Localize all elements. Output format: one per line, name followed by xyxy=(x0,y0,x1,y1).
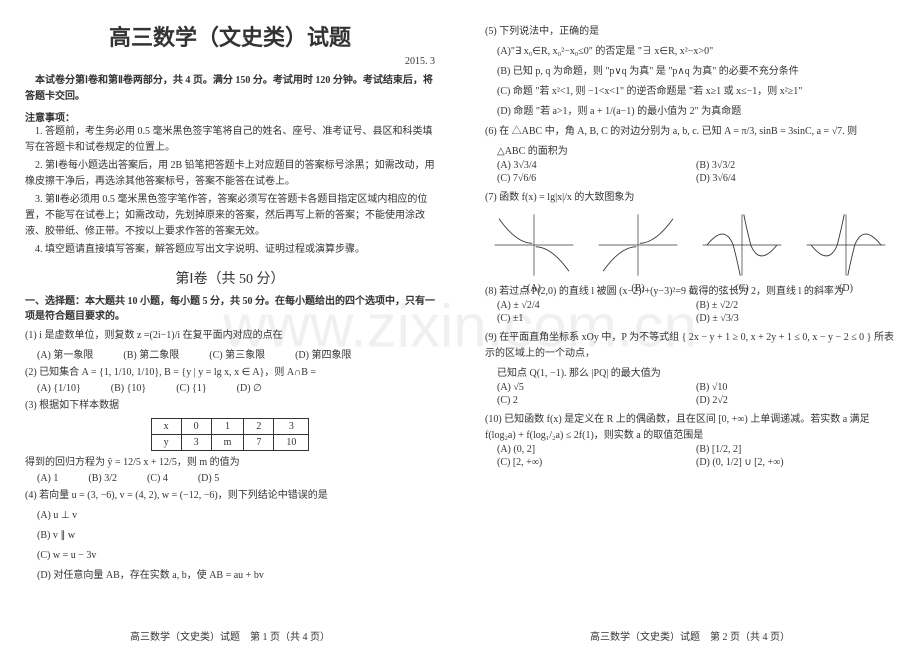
q3-tr-3: 3 xyxy=(181,435,211,451)
question-10: (10) 已知函数 f(x) 是定义在 R 上的偶函数，且在区间 [0, +∞)… xyxy=(485,412,895,444)
q1-opt-d: (D) 第四象限 xyxy=(295,346,351,361)
q3-tr-10: 10 xyxy=(274,435,309,451)
q9-opt-c: (C) 2 xyxy=(497,395,696,406)
exam-date: 2015. 3 xyxy=(25,56,435,67)
q4-opt-d: (D) 对任意向量 AB，存在实数 a, b，使 AB = au + bv xyxy=(37,568,435,584)
intro-text: 本试卷分第Ⅰ卷和第Ⅱ卷两部分，共 4 页。满分 150 分。考试用时 120 分… xyxy=(25,73,435,105)
q3-opt-b: (B) 3/2 xyxy=(88,473,117,484)
page-2: (5) 下列说法中，正确的是 (A)"∃ x₀∈R, x₀²−x₀≤0" 的否定… xyxy=(460,0,920,651)
q7-label-a: (A) xyxy=(489,283,579,294)
q5-opt-b: (B) 已知 p, q 为命题，则 "p∨q 为真" 是 "p∧q 为真" 的必… xyxy=(497,64,895,80)
q9-opt-d: (D) 2√2 xyxy=(696,395,895,406)
q3-table: x 0 1 2 3 y 3 m 7 10 xyxy=(151,418,310,451)
exam-title: 高三数学（文史类）试题 xyxy=(25,20,435,52)
q2-opt-a: (A) {1/10} xyxy=(37,383,81,394)
q5-opt-a: (A)"∃ x₀∈R, x₀²−x₀≤0" 的否定是 "∃ x∈R, x²−x>… xyxy=(497,44,895,60)
q7-label-c: (C) xyxy=(697,283,787,294)
q9-opt-a: (A) √5 xyxy=(497,382,696,393)
q4-opt-b: (B) v ∥ w xyxy=(37,528,435,544)
q1-opt-a: (A) 第一象限 xyxy=(37,346,93,361)
q1-options: (A) 第一象限 (B) 第二象限 (C) 第三象限 (D) 第四象限 xyxy=(37,346,435,361)
question-1: (1) i 是虚数单位，则复数 z =(2i−1)/i 在复平面内对应的点在 xyxy=(25,328,435,344)
q8-opt-c: (C) ±1 xyxy=(497,313,696,324)
q7-graph-b: (B) xyxy=(593,210,683,280)
q8-opt-b: (B) ± √2/2 xyxy=(696,300,895,311)
q7-graph-a: (A) xyxy=(489,210,579,280)
q4-opt-a: (A) u ⊥ v xyxy=(37,508,435,524)
q10-options: (A) (0, 2] (B) [1/2, 2] (C) [2, +∞) (D) … xyxy=(497,444,895,470)
q8-opt-d: (D) ± √3/3 xyxy=(696,313,895,324)
q3-opt-c: (C) 4 xyxy=(147,473,168,484)
q3-th-0: 0 xyxy=(181,419,211,435)
q4-opt-c: (C) w = u − 3v xyxy=(37,548,435,564)
q9-system: { 2x − y + 1 ≥ 0, x + 2y + 1 ≤ 0, x − y … xyxy=(682,332,872,343)
q2-opt-d: (D) ∅ xyxy=(237,383,262,394)
question-6-sub: △ABC 的面积为 xyxy=(497,144,895,160)
q6-opt-b: (B) 3√3/2 xyxy=(696,160,895,171)
q1-opt-b: (B) 第二象限 xyxy=(123,346,179,361)
page-2-footer: 高三数学（文史类）试题 第 2 页（共 4 页） xyxy=(460,628,920,643)
q10-opt-c: (C) [2, +∞) xyxy=(497,457,696,468)
q2-opt-b: (B) {10} xyxy=(111,383,146,394)
q3-options: (A) 1 (B) 3/2 (C) 4 (D) 5 xyxy=(37,473,435,484)
q9-options: (A) √5 (B) √10 (C) 2 (D) 2√2 xyxy=(497,382,895,408)
page-1: 高三数学（文史类）试题 2015. 3 本试卷分第Ⅰ卷和第Ⅱ卷两部分，共 4 页… xyxy=(0,0,460,651)
question-3b: 得到的回归方程为 ŷ = 12/5 x + 12/5，则 m 的值为 xyxy=(25,455,435,471)
q9-opt-b: (B) √10 xyxy=(696,382,895,393)
q6-options: (A) 3√3/4 (B) 3√3/2 (C) 7√6/6 (D) 3√6/4 xyxy=(497,160,895,186)
q6-opt-d: (D) 3√6/4 xyxy=(696,173,895,184)
q6-opt-c: (C) 7√6/6 xyxy=(497,173,696,184)
q2-options: (A) {1/10} (B) {10} (C) {1} (D) ∅ xyxy=(37,383,435,394)
question-6: (6) 在 △ABC 中，角 A, B, C 的对边分别为 a, b, c. 已… xyxy=(485,124,895,140)
q6-opt-a: (A) 3√3/4 xyxy=(497,160,696,171)
q7-label-d: (D) xyxy=(801,283,891,294)
q3-tr-7: 7 xyxy=(244,435,274,451)
question-2: (2) 已知集合 A = {1, 1/10, 1/10}, B = {y | y… xyxy=(25,365,435,381)
q3-opt-a: (A) 1 xyxy=(37,473,58,484)
page-1-footer: 高三数学（文史类）试题 第 1 页（共 4 页） xyxy=(0,628,460,643)
q5-opt-c: (C) 命题 "若 x²<1, 则 −1<x<1" 的逆否命题是 "若 x≥1 … xyxy=(497,84,895,100)
q3-tr-y: y xyxy=(151,435,181,451)
q7-graph-c: (C) xyxy=(697,210,787,280)
question-7: (7) 函数 f(x) = lg|x|/x 的大致图象为 xyxy=(485,190,895,206)
section-1-title: 第Ⅰ卷（共 50 分） xyxy=(25,268,435,288)
q3-opt-d: (D) 5 xyxy=(198,473,219,484)
question-3: (3) 根据如下样本数据 xyxy=(25,398,435,414)
q3-th-3: 3 xyxy=(274,419,309,435)
q1-opt-c: (C) 第三象限 xyxy=(209,346,265,361)
q7-graph-d: (D) xyxy=(801,210,891,280)
q3-th-2: 2 xyxy=(244,419,274,435)
q10-opt-a: (A) (0, 2] xyxy=(497,444,696,455)
q7-graphs: (A) (B) (C) (D) xyxy=(485,210,895,280)
part-a-title: 一、选择题：本大题共 10 小题，每小题 5 分，共 50 分。在每小题给出的四… xyxy=(25,294,435,324)
q8-opt-a: (A) ± √2/4 xyxy=(497,300,696,311)
q10-opt-d: (D) (0, 1/2] ∪ [2, +∞) xyxy=(696,457,895,468)
q10-opt-b: (B) [1/2, 2] xyxy=(696,444,895,455)
notice-3: 3. 第Ⅱ卷必须用 0.5 毫米黑色签字笔作答，答案必须写在答题卡各题目指定区域… xyxy=(25,192,435,240)
q3-th-x: x xyxy=(151,419,181,435)
question-9: (9) 在平面直角坐标系 xOy 中，P 为不等式组 { 2x − y + 1 … xyxy=(485,330,895,362)
question-9b: 已知点 Q(1, −1). 那么 |PQ| 的最大值为 xyxy=(497,366,895,382)
q2-opt-c: (C) {1} xyxy=(176,383,206,394)
q7-label-b: (B) xyxy=(593,283,683,294)
q8-options: (A) ± √2/4 (B) ± √2/2 (C) ±1 (D) ± √3/3 xyxy=(497,300,895,326)
question-5: (5) 下列说法中，正确的是 xyxy=(485,24,895,40)
question-4: (4) 若向量 u = (3, −6), v = (4, 2), w = (−1… xyxy=(25,488,435,504)
q9-pre: (9) 在平面直角坐标系 xOy 中，P 为不等式组 xyxy=(485,332,679,343)
notice-1: 1. 答题前，考生务必用 0.5 毫米黑色签字笔将自己的姓名、座号、准考证号、县… xyxy=(25,124,435,156)
q3-tr-m: m xyxy=(211,435,244,451)
q5-opt-d: (D) 命题 "若 a>1，则 a + 1/(a−1) 的最小值为 2" 为真命… xyxy=(497,104,895,120)
notice-heading: 注意事项： xyxy=(25,109,435,124)
q3-th-1: 1 xyxy=(211,419,244,435)
notice-4: 4. 填空题请直接填写答案，解答题应写出文字说明、证明过程或演算步骤。 xyxy=(25,242,435,258)
notice-2: 2. 第Ⅰ卷每小题选出答案后，用 2B 铅笔把答题卡上对应题目的答案标号涂黑；如… xyxy=(25,158,435,190)
